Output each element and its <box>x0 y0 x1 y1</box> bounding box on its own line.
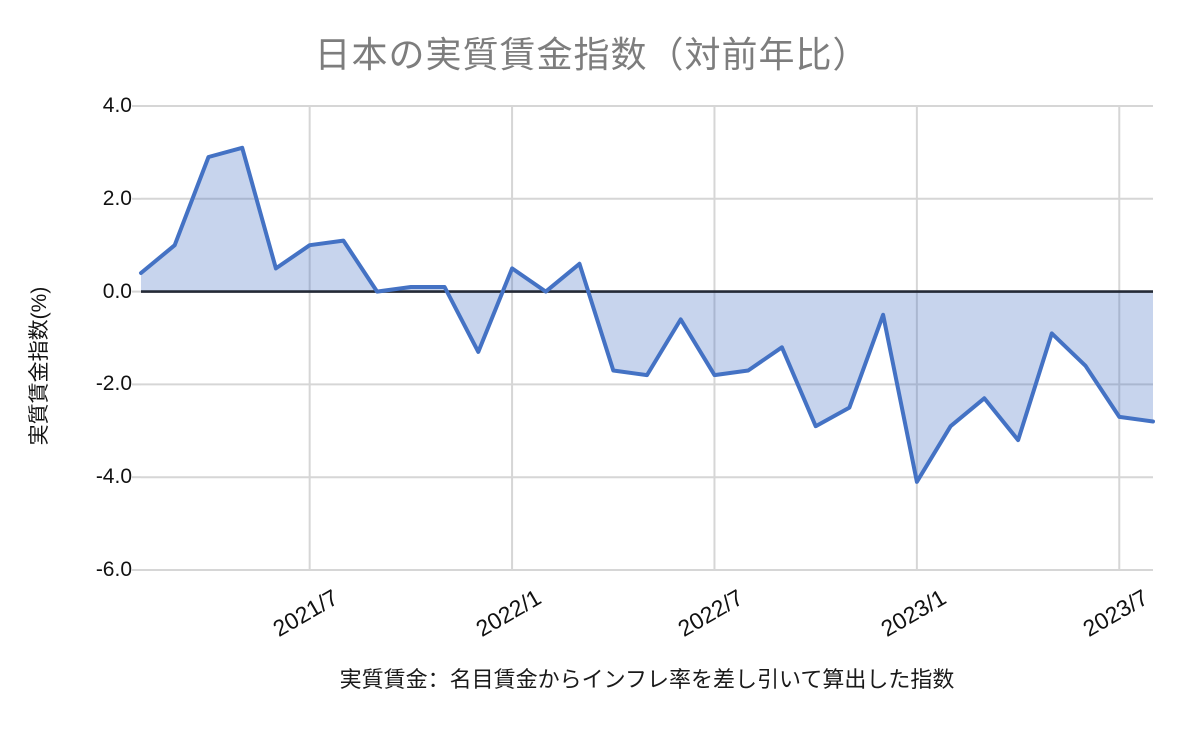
data-line <box>139 145 1155 484</box>
y-tick-label: -4.0 <box>95 465 132 489</box>
chart-title: 日本の実質賃金指数（対前年比） <box>314 34 870 75</box>
y-tick-label: 0.0 <box>102 279 132 303</box>
y-tick-label: -6.0 <box>95 558 132 581</box>
footnote: 実質賃金：名目賃金からインフレ率を差し引いて算出した指数 <box>339 667 955 692</box>
y-tick-label: -2.0 <box>95 372 132 396</box>
y-tick-label: 4.0 <box>102 94 132 117</box>
y-tick-label: 2.0 <box>102 186 132 210</box>
